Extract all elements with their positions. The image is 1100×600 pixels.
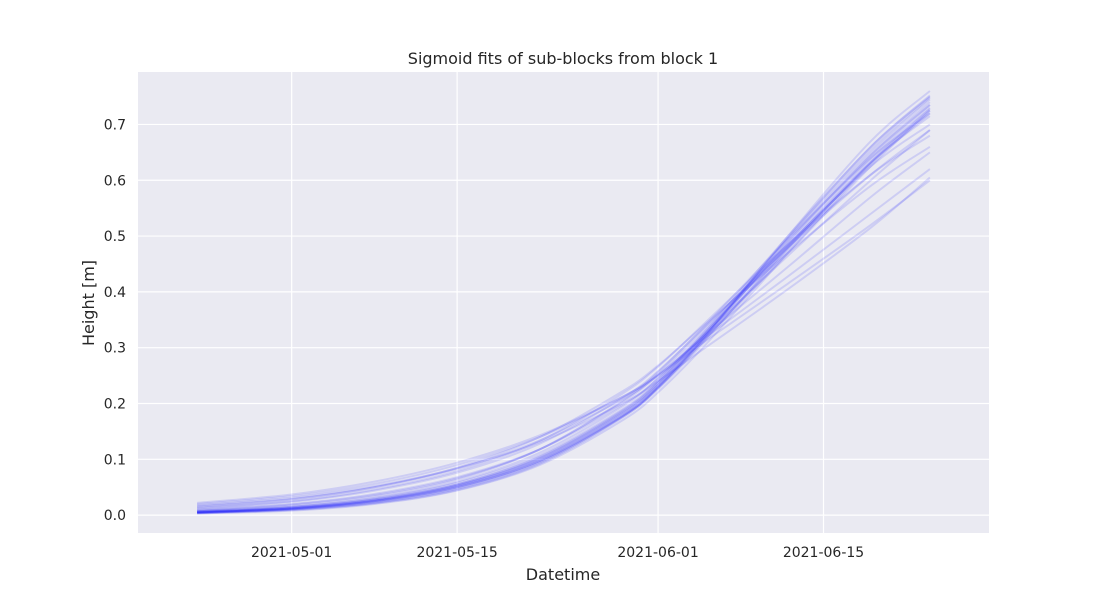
y-tick-label: 0.4 [104,285,126,301]
series-line [197,106,931,514]
series-line [197,179,931,504]
series-line [197,112,931,512]
series-line [197,145,931,508]
series-line [197,101,931,514]
y-tick-label: 0.2 [104,397,126,413]
plot-area [138,72,989,533]
series-line [197,109,931,515]
x-tick-labels: 2021-05-01 2021-05-15 2021-06-01 2021-06-15 [251,545,864,561]
y-tick-label: 0.1 [104,452,126,468]
series-line [197,108,931,514]
series-line [197,90,931,515]
series-line [197,129,931,511]
series-group [197,90,931,515]
series-line [197,109,931,514]
y-tick-label: 0.7 [104,117,126,133]
series-line [197,104,931,513]
x-tick-label: 2021-06-01 [617,545,698,561]
x-tick-label: 2021-05-01 [251,545,332,561]
chart-title: Sigmoid fits of sub-blocks from block 1 [408,49,718,68]
x-tick-label: 2021-06-15 [783,545,864,561]
x-tick-label: 2021-05-15 [416,545,497,561]
y-axis-label: Height [m] [79,260,98,346]
y-tick-label: 0.5 [104,229,126,245]
series-line [197,95,931,513]
x-axis-label: Datetime [526,565,600,584]
series-line [197,94,931,514]
y-tick-label: 0.3 [104,341,126,357]
y-tick-label: 0.6 [104,173,126,189]
series-line [197,129,931,510]
y-tick-labels: 0.0 0.1 0.2 0.3 0.4 0.5 0.6 0.7 [104,117,126,524]
series-line [197,134,931,509]
series-line [197,98,931,514]
y-tick-label: 0.0 [104,508,126,524]
series-line [197,176,931,507]
series-line [197,96,931,513]
series-line [197,112,931,513]
series-line [197,104,931,514]
series-line [197,115,931,513]
series-line [197,123,931,512]
grid [138,72,989,533]
series-line [197,168,931,505]
series-line [197,151,931,508]
